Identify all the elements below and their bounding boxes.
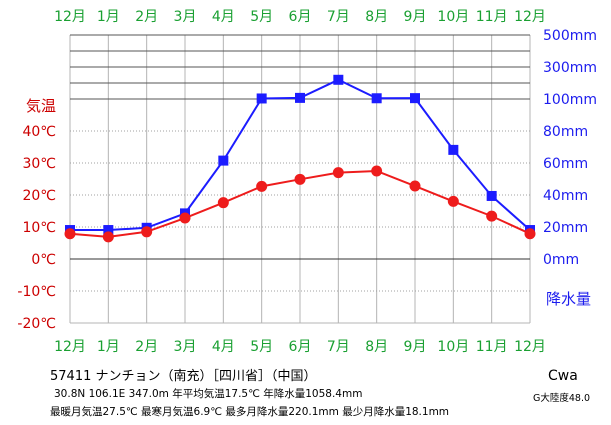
month-label-bottom: 5月 <box>250 339 273 355</box>
precipitation-marker <box>295 92 305 103</box>
temperature-tick-label: 30℃ <box>22 156 56 172</box>
temperature-tick-label: 10℃ <box>22 220 56 236</box>
continentality-index: G大陸度48.0 <box>533 393 591 404</box>
temperature-marker <box>447 195 459 207</box>
month-label-top: 9月 <box>404 9 427 25</box>
temperature-marker <box>332 167 344 179</box>
temperature-marker <box>371 165 383 177</box>
month-label-top: 8月 <box>365 9 388 25</box>
precipitation-marker <box>448 144 459 155</box>
temperature-marker <box>179 212 191 224</box>
month-label-bottom: 3月 <box>174 339 197 355</box>
precipitation-marker <box>486 190 497 201</box>
station-title: 57411 ナンチョン（南充）［四川省］（中国） <box>50 369 317 384</box>
month-label-bottom: 7月 <box>327 339 350 355</box>
month-label-top: 6月 <box>289 9 312 25</box>
station-stats-line: 30.8N 106.1E 347.0m 年平均気温17.5℃ 年降水量1058.… <box>54 388 363 400</box>
month-label-bottom: 10月 <box>437 339 469 355</box>
koppen-class: Cwa <box>548 368 578 384</box>
temperature-marker <box>217 197 229 209</box>
precipitation-marker <box>103 225 114 236</box>
precipitation-marker <box>256 93 267 104</box>
precipitation-tick-label: 40mm <box>543 188 588 204</box>
month-label-bottom: 9月 <box>404 339 427 355</box>
temperature-marker <box>486 210 498 222</box>
precipitation-marker <box>218 155 229 166</box>
precipitation-tick-label: 100mm <box>543 92 597 108</box>
precipitation-marker <box>410 93 420 104</box>
temperature-marker <box>256 180 268 192</box>
temperature-tick-label: 20℃ <box>22 188 56 204</box>
month-label-top: 11月 <box>476 9 508 25</box>
precipitation-tick-label: 80mm <box>543 124 588 140</box>
precipitation-tick-label: 20mm <box>543 220 588 236</box>
temperature-marker <box>294 173 306 185</box>
month-label-top: 4月 <box>212 9 235 25</box>
temperature-axis-title: 気温 <box>26 97 56 115</box>
month-label-top: 2月 <box>135 9 158 25</box>
month-label-top: 1月 <box>97 9 120 25</box>
month-label-bottom: 6月 <box>289 339 312 355</box>
month-label-bottom: 2月 <box>135 339 158 355</box>
month-label-top: 7月 <box>327 9 350 25</box>
month-label-bottom: 4月 <box>212 339 235 355</box>
precipitation-tick-label: 0mm <box>543 252 579 268</box>
month-label-top: 3月 <box>174 9 197 25</box>
precipitation-axis-title: 降水量 <box>546 290 591 308</box>
month-label-top: 12月 <box>514 9 546 25</box>
temperature-tick-label: 0℃ <box>31 252 56 268</box>
month-label-bottom: 8月 <box>365 339 388 355</box>
month-label-bottom: 1月 <box>97 339 120 355</box>
temperature-marker <box>64 228 76 240</box>
temperature-tick-label: 40℃ <box>22 124 56 140</box>
temperature-tick-label: -20℃ <box>17 316 56 332</box>
temperature-marker <box>524 228 536 240</box>
temperature-marker <box>409 180 421 192</box>
precipitation-marker <box>371 93 382 104</box>
precipitation-tick-label: 500mm <box>543 28 597 44</box>
month-label-top: 10月 <box>437 9 469 25</box>
precipitation-tick-label: 60mm <box>543 156 588 172</box>
month-label-top: 12月 <box>54 9 86 25</box>
temperature-tick-label: -10℃ <box>17 284 56 300</box>
station-extremes-line: 最暖月気温27.5℃ 最寒月気温6.9℃ 最多月降水量220.1mm 最少月降水… <box>50 406 450 418</box>
temperature-marker <box>102 231 114 243</box>
month-label-bottom: 12月 <box>514 339 546 355</box>
temperature-marker <box>141 226 153 238</box>
month-label-top: 5月 <box>250 9 273 25</box>
month-label-bottom: 12月 <box>54 339 86 355</box>
precipitation-tick-label: 300mm <box>543 60 597 76</box>
precipitation-marker <box>333 74 344 85</box>
month-label-bottom: 11月 <box>476 339 508 355</box>
